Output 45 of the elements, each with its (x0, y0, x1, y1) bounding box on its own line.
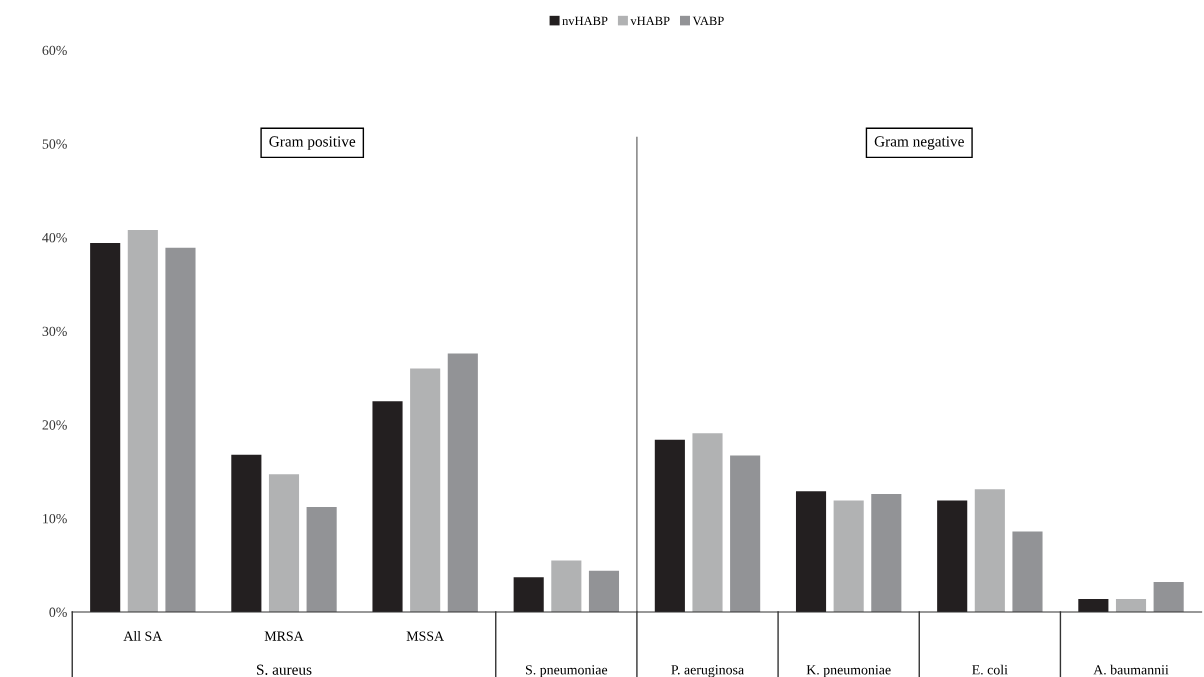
bar (127, 229, 158, 613)
bar (513, 577, 544, 613)
y-tick-label: 50% (42, 139, 67, 149)
x-tick-label: A. baumannii (1093, 664, 1169, 675)
bar (795, 491, 827, 613)
bar (372, 401, 403, 613)
bar (1153, 582, 1184, 613)
bar (1012, 531, 1043, 613)
bar (730, 455, 761, 613)
bar (447, 353, 478, 613)
x-tick-label: MRSA (264, 631, 304, 641)
x-tick-label: E. coli (972, 664, 1008, 675)
bar (692, 433, 723, 613)
text: S. aureus (257, 664, 312, 675)
x-tick-label: P. aeruginosa (671, 665, 744, 677)
x-tick-label: MSSA (406, 631, 444, 641)
annotation: Gram positive (269, 136, 356, 150)
legend-label: VABP (692, 16, 724, 26)
x-tick-label: K. pneumoniae (806, 665, 891, 677)
bar (410, 368, 441, 613)
bar (974, 489, 1005, 613)
bar (551, 560, 582, 613)
annotation: Gram negative (874, 136, 964, 150)
bar (937, 500, 968, 613)
bar (1115, 598, 1147, 613)
y-tick-label: 40% (42, 232, 67, 243)
bar (833, 500, 864, 613)
bar (231, 454, 262, 613)
bar (1078, 598, 1109, 613)
legend-label: nvHABP (562, 16, 608, 26)
bar (871, 494, 902, 613)
y-tick-label: 30% (42, 326, 67, 337)
bar (654, 439, 685, 613)
y-tick-label: 60% (42, 45, 67, 56)
bar (268, 474, 300, 613)
bar (165, 247, 196, 613)
y-tick-label: 10% (43, 513, 67, 524)
x-tick-label: All SA (123, 631, 163, 641)
x-tick-label: S. pneumoniae (525, 665, 608, 677)
y-tick-label: 0% (49, 607, 67, 618)
y-tick-label: 20% (42, 420, 67, 430)
legend-label: vHABP (630, 16, 670, 26)
bar (588, 570, 620, 613)
bar (90, 243, 121, 613)
bar (306, 507, 337, 613)
